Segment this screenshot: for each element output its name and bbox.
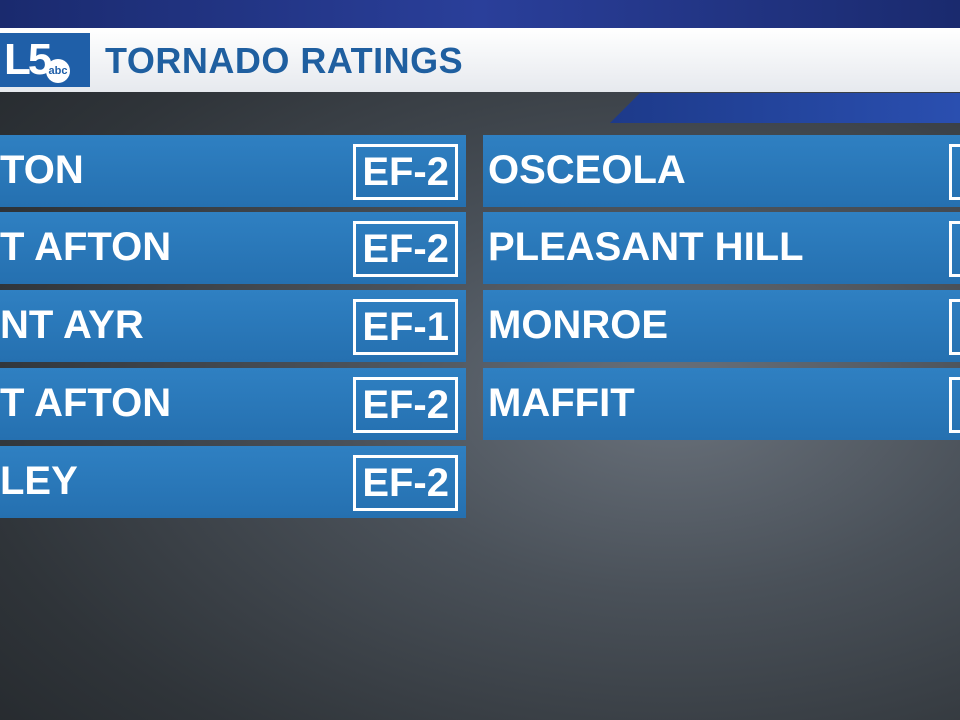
station-logo: L5 abc	[0, 33, 90, 87]
top-strip	[0, 0, 960, 28]
logo-network: abc	[46, 59, 70, 83]
rating-box-cropped	[949, 221, 960, 277]
table-row: T AFTON EF-2	[0, 212, 466, 284]
title: TORNADO RATINGS	[105, 40, 464, 81]
table-row: OSCEOLA	[483, 135, 960, 207]
rating-box-cropped	[949, 299, 960, 355]
logo-main: L5	[4, 35, 52, 84]
place-name: MAFFIT	[488, 381, 635, 425]
ef-rating: EF-2	[353, 455, 458, 511]
table-row: LEY EF-2	[0, 446, 466, 518]
header-bar	[0, 28, 960, 92]
place-name: NT AYR	[0, 303, 144, 347]
place-name: TON	[0, 148, 84, 192]
table-row: NT AYR EF-1	[0, 290, 466, 362]
ef-rating: EF-2	[353, 144, 458, 200]
place-name: LEY	[0, 459, 78, 503]
ef-rating: EF-2	[353, 221, 458, 277]
accent-stripe	[610, 93, 960, 123]
ef-rating: EF-2	[353, 377, 458, 433]
place-name: OSCEOLA	[488, 148, 686, 192]
rating-box-cropped	[949, 377, 960, 433]
place-name: T AFTON	[0, 381, 172, 425]
place-name: PLEASANT HILL	[488, 225, 804, 269]
table-row: T AFTON EF-2	[0, 368, 466, 440]
table-row: TON EF-2	[0, 135, 466, 207]
table-row: PLEASANT HILL	[483, 212, 960, 284]
ef-rating: EF-1	[353, 299, 458, 355]
rating-box-cropped	[949, 144, 960, 200]
table-row: MAFFIT	[483, 368, 960, 440]
table-row: MONROE	[483, 290, 960, 362]
place-name: T AFTON	[0, 225, 172, 269]
place-name: MONROE	[488, 303, 668, 347]
